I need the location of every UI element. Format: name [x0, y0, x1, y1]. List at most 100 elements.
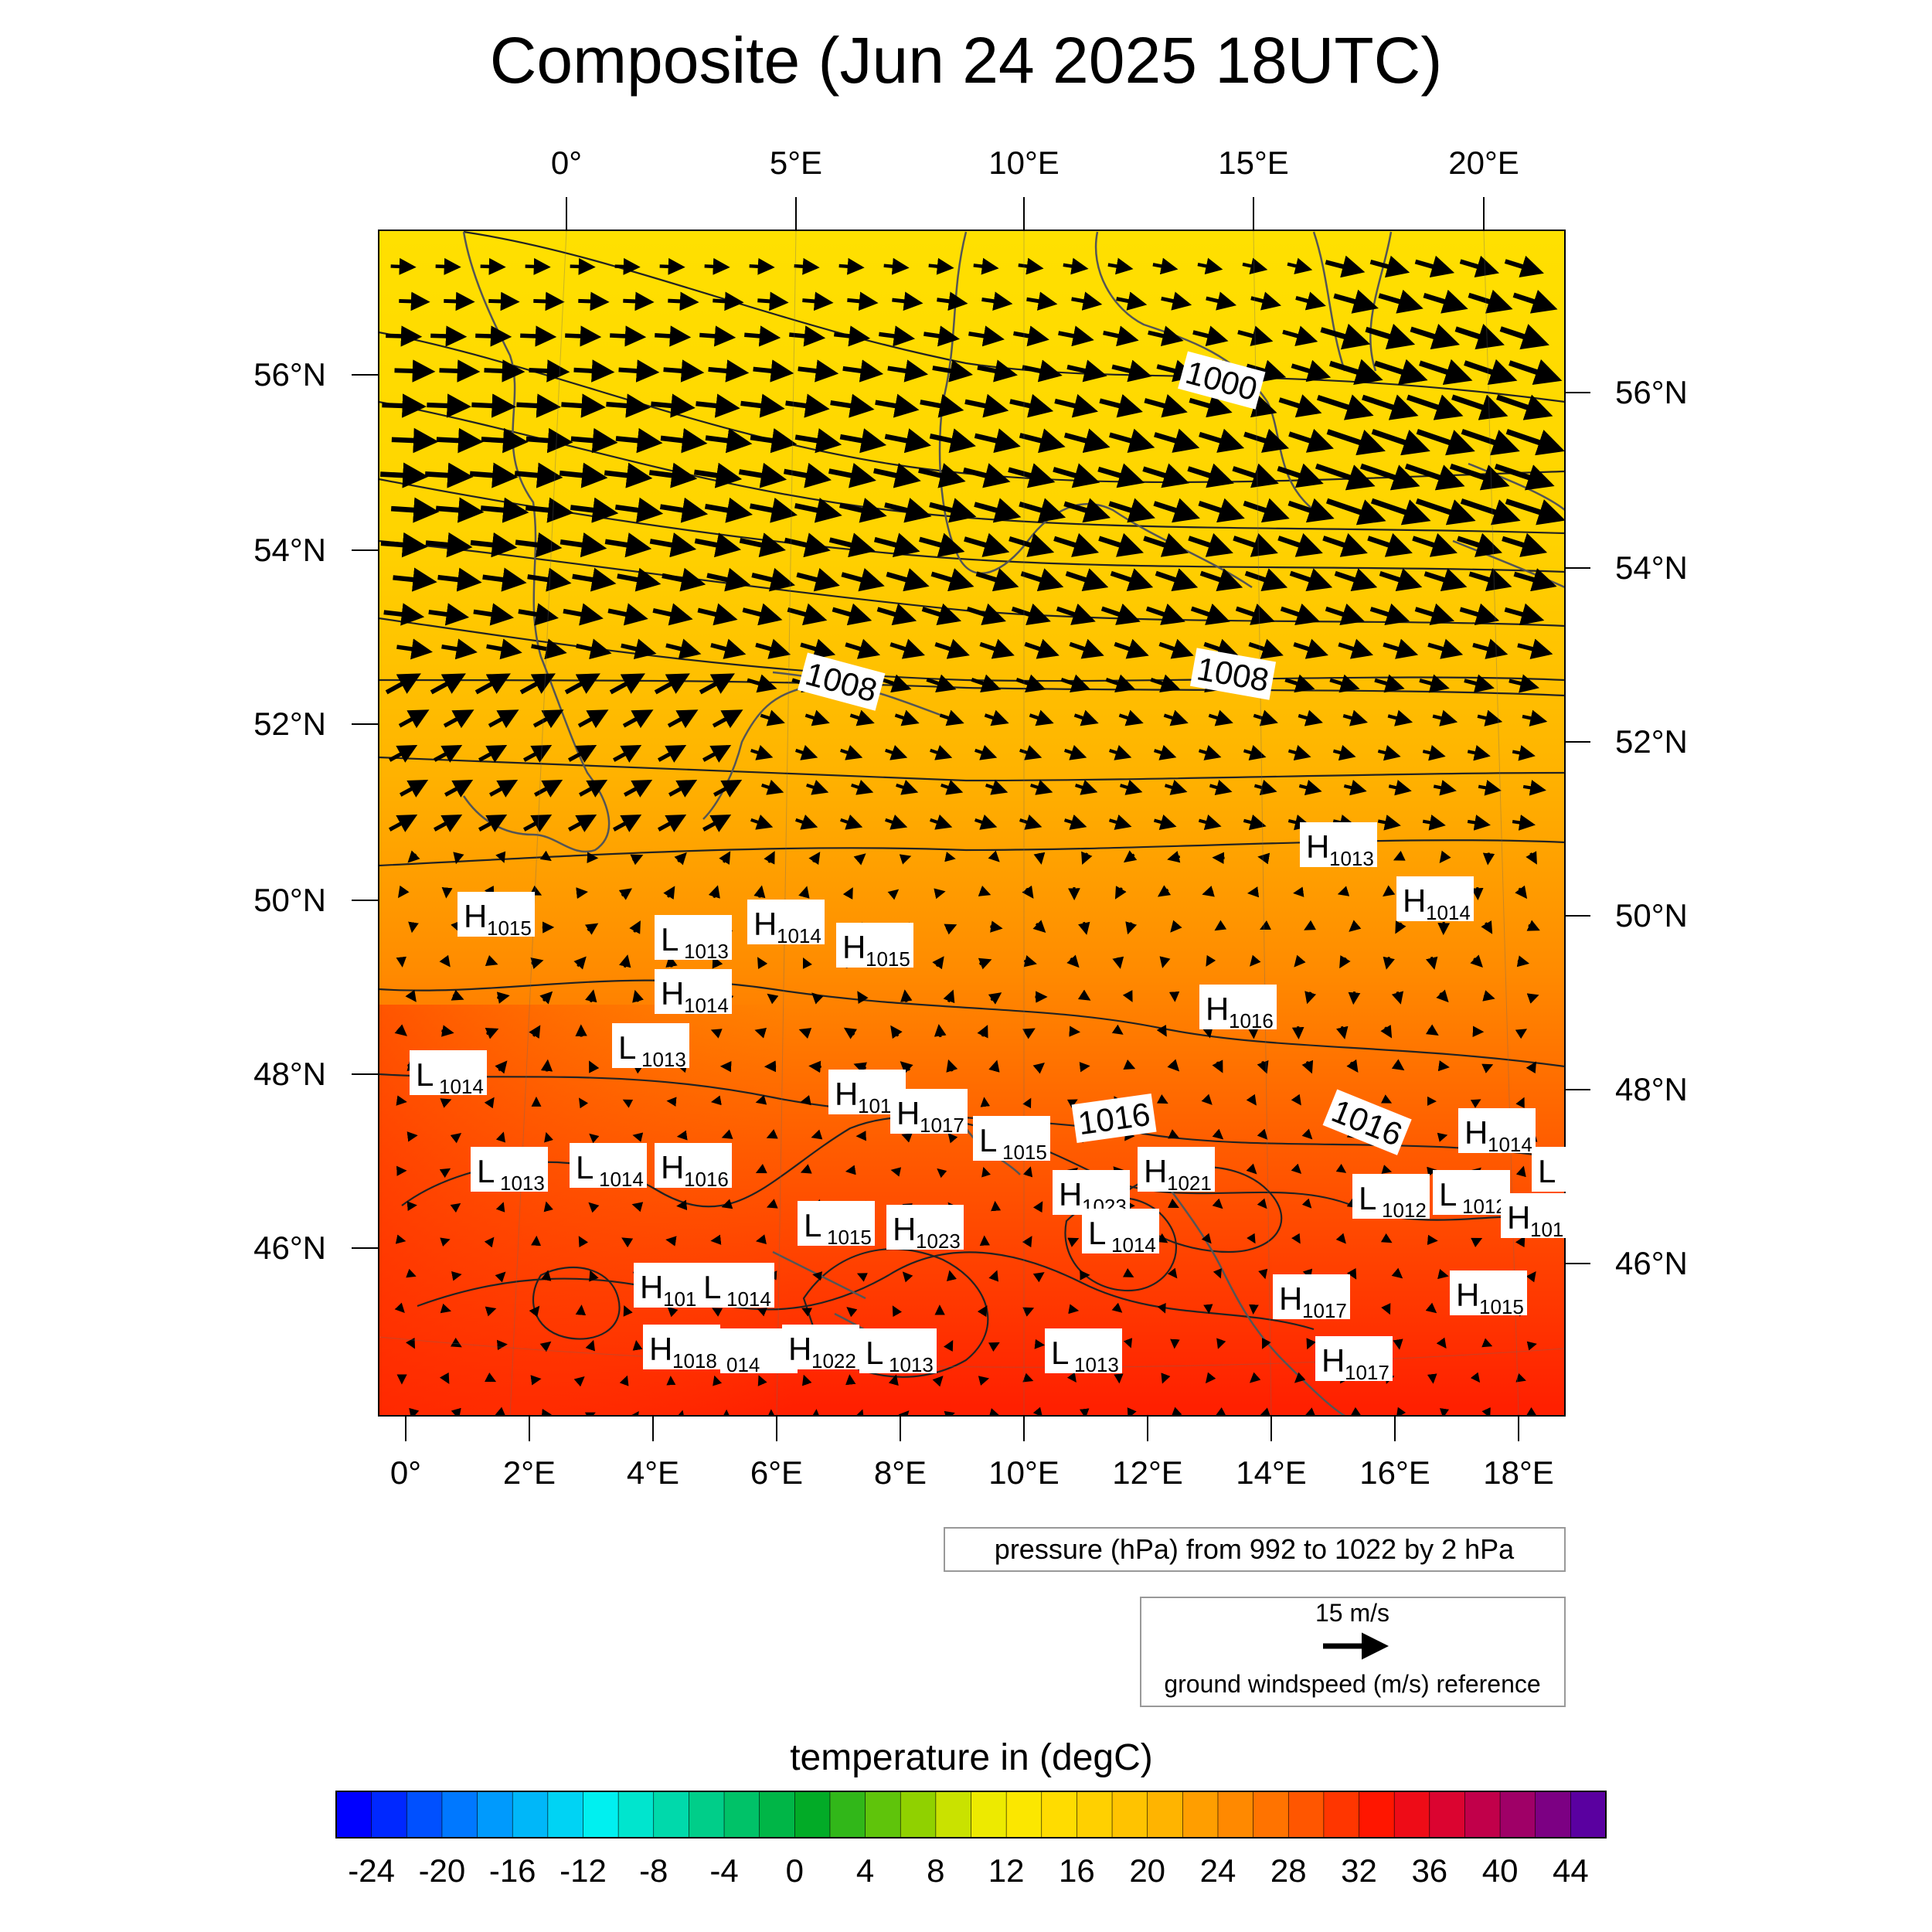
- bottom-lon-tick-label: 2°E: [503, 1454, 556, 1491]
- colorbar-tick-label: -20: [419, 1852, 466, 1889]
- colorbar-tick-label: 16: [1059, 1852, 1095, 1889]
- colorbar-cell: [1147, 1791, 1184, 1838]
- pressure-center-label: L 1012: [1433, 1170, 1510, 1218]
- colorbar-cell: [1005, 1791, 1043, 1838]
- pressure-info-box: pressure (hPa) from 992 to 1022 by 2 hPa: [944, 1527, 1566, 1572]
- colorbar-cell: [759, 1791, 796, 1838]
- left-lat-tick-label: 46°N: [253, 1230, 326, 1266]
- svg-text:1013: 1013: [684, 940, 729, 963]
- pressure-center-label: H 1018: [643, 1325, 720, 1372]
- pressure-center-label: H 1017: [1315, 1336, 1393, 1384]
- pressure-center-label: L 1013: [859, 1328, 937, 1376]
- wind-reference-box: 15 m/s ground windspeed (m/s) reference: [1140, 1597, 1566, 1707]
- right-lat-tick-label: 52°N: [1615, 723, 1688, 760]
- svg-text:L: L: [416, 1056, 434, 1093]
- bottom-lon-tick-label: 12°E: [1112, 1454, 1183, 1491]
- svg-text:H: H: [1456, 1277, 1479, 1313]
- colorbar-tick-label: -16: [489, 1852, 536, 1889]
- pressure-center-label: L 1014: [410, 1050, 487, 1098]
- svg-text:H: H: [835, 1076, 858, 1112]
- colorbar-cell: [406, 1791, 443, 1838]
- colorbar-cell: [1323, 1791, 1360, 1838]
- colorbar-tick-label: 44: [1553, 1852, 1589, 1889]
- pressure-center-label: H 1015: [457, 892, 535, 940]
- pressure-center-label: L 1015: [973, 1116, 1050, 1164]
- svg-text:L: L: [576, 1149, 594, 1185]
- pressure-center-label: L 1013: [471, 1147, 548, 1195]
- colorbar-cell: [1359, 1791, 1395, 1838]
- svg-text:1014: 1014: [1488, 1133, 1532, 1156]
- colorbar-cell: [583, 1791, 619, 1838]
- colorbar-cell: [723, 1791, 760, 1838]
- svg-text:H: H: [1507, 1199, 1530, 1236]
- colorbar-tick-label: -8: [639, 1852, 668, 1889]
- svg-text:H: H: [1279, 1281, 1302, 1317]
- colorbar-tick-label: 12: [988, 1852, 1025, 1889]
- pressure-center-label: L 1013: [612, 1023, 689, 1071]
- pressure-center-label: H 1023: [886, 1205, 964, 1253]
- colorbar-cell: [900, 1791, 937, 1838]
- colorbar-tick-label: 36: [1411, 1852, 1447, 1889]
- pressure-center-label: H 101: [1501, 1193, 1578, 1241]
- svg-text:L: L: [618, 1029, 636, 1066]
- top-lon-tick-label: 20°E: [1448, 145, 1519, 181]
- pressure-center-label: L 1015: [798, 1201, 875, 1249]
- pressure-center-label: L 1014: [697, 1263, 774, 1311]
- pressure-center-label: H 1022: [782, 1325, 859, 1372]
- colorbar-cell: [829, 1791, 866, 1838]
- bottom-lon-tick-label: 14°E: [1236, 1454, 1307, 1491]
- bottom-lon-tick-label: 8°E: [874, 1454, 927, 1491]
- svg-text:L: L: [1051, 1335, 1069, 1371]
- bottom-lon-tick-label: 6°E: [750, 1454, 803, 1491]
- right-lat-tick-label: 50°N: [1615, 897, 1688, 934]
- top-lon-tick-label: 15°E: [1218, 145, 1289, 181]
- colorbar-cell: [1393, 1791, 1430, 1838]
- right-lat-tick-label: 56°N: [1615, 374, 1688, 410]
- svg-text:1018: 1018: [672, 1349, 717, 1372]
- colorbar-tick-label: 32: [1341, 1852, 1377, 1889]
- svg-text:101: 101: [1530, 1218, 1563, 1241]
- svg-text:1015: 1015: [487, 917, 532, 940]
- top-lon-tick-label: 5°E: [770, 145, 822, 181]
- svg-text:1013: 1013: [1329, 847, 1374, 870]
- colorbar-cell: [1570, 1791, 1607, 1838]
- right-lat-tick-label: 48°N: [1615, 1071, 1688, 1107]
- svg-text:1016: 1016: [684, 1168, 729, 1191]
- svg-text:H: H: [893, 1211, 916, 1247]
- colorbar-tick-label: 0: [786, 1852, 804, 1889]
- isobar-label: 1016: [1071, 1094, 1157, 1144]
- svg-text:1022: 1022: [811, 1349, 856, 1372]
- colorbar-cell: [1464, 1791, 1501, 1838]
- left-lat-tick-label: 50°N: [253, 882, 326, 918]
- svg-text:1013: 1013: [641, 1048, 686, 1071]
- svg-text:H: H: [1206, 991, 1229, 1027]
- svg-text:L: L: [1538, 1153, 1556, 1189]
- svg-text:L: L: [1359, 1180, 1376, 1216]
- colorbar-labels: -24 -20 -16 -12 -8 -4 0 4 8 12 16 20 24 28 32 36 40 44: [348, 1852, 1588, 1889]
- colorbar-cells: [335, 1791, 1607, 1838]
- svg-text:1013: 1013: [1074, 1353, 1119, 1376]
- pressure-center-label: L 1014: [570, 1143, 647, 1191]
- svg-text:H: H: [1306, 828, 1329, 865]
- svg-text:H: H: [842, 929, 866, 965]
- colorbar-tick-label: 28: [1270, 1852, 1307, 1889]
- svg-text:014: 014: [726, 1353, 760, 1376]
- pressure-center-label: H 1013: [1300, 822, 1377, 870]
- svg-text:H: H: [1321, 1342, 1345, 1379]
- svg-text:H: H: [640, 1269, 663, 1305]
- colorbar-tick-label: 20: [1129, 1852, 1165, 1889]
- svg-text:L: L: [1088, 1215, 1106, 1251]
- top-lon-tick-label: 10°E: [988, 145, 1060, 181]
- svg-text:1021: 1021: [1167, 1172, 1212, 1195]
- left-lat-tick-label: 56°N: [253, 356, 326, 393]
- page-title: Composite (Jun 24 2025 18UTC): [489, 24, 1443, 97]
- svg-text:H: H: [661, 1149, 684, 1185]
- svg-text:1015: 1015: [1479, 1295, 1524, 1318]
- colorbar-cell: [1077, 1791, 1113, 1838]
- svg-text:L: L: [804, 1207, 821, 1243]
- right-lat-tick-label: 54°N: [1615, 549, 1688, 586]
- colorbar-tick-label: 40: [1482, 1852, 1519, 1889]
- svg-text:L: L: [477, 1153, 495, 1189]
- svg-text:1014: 1014: [1426, 901, 1471, 924]
- colorbar-cell: [1041, 1791, 1078, 1838]
